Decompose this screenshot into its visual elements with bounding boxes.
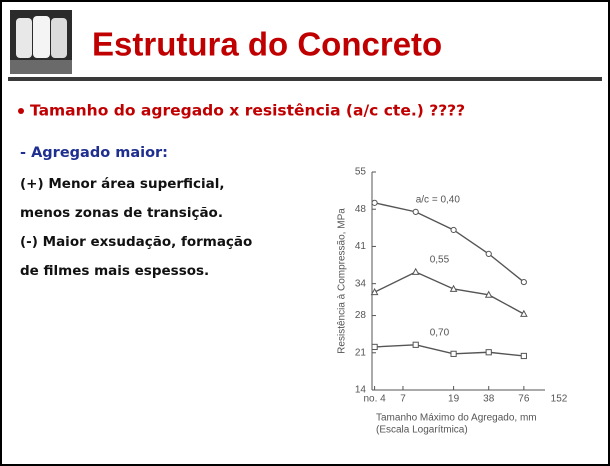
- data-point: [412, 341, 419, 348]
- series-label: 0,70: [430, 327, 450, 338]
- data-point: [450, 226, 457, 234]
- y-tick-label: 34: [355, 278, 367, 289]
- data-point: [485, 250, 492, 257]
- series-label: a/c = 0,40: [416, 195, 461, 206]
- y-tick-label: 21: [355, 347, 367, 358]
- y-tick-label: 28: [355, 310, 367, 321]
- body-line: (+) Menor área superficial,: [20, 176, 225, 192]
- x-tick-label: 76: [518, 394, 530, 405]
- header-icon: [10, 10, 72, 74]
- header-rule: [8, 77, 602, 81]
- bullet-dot: [18, 108, 24, 114]
- data-point: [520, 278, 527, 286]
- data-point: [371, 343, 378, 351]
- body-line: (-) Maior exsudação, formação: [20, 234, 252, 250]
- y-axis-label: Resistência à Compressão, MPa: [337, 208, 348, 354]
- bullet-text: Tamanho do agregado x resistência (a/c c…: [30, 102, 465, 120]
- y-tick-label: 41: [355, 241, 367, 252]
- data-point: [484, 290, 493, 298]
- series-label: 0,55: [430, 255, 450, 266]
- x-tick-label: 7: [400, 394, 406, 405]
- x-tick-label: 152: [551, 394, 568, 405]
- subheading: - Agregado maior:: [20, 145, 168, 161]
- y-tick-label: 14: [355, 385, 367, 396]
- body-line: menos zonas de transição.: [20, 205, 223, 221]
- slide-title: Estrutura do Concreto: [92, 26, 442, 63]
- data-point: [449, 284, 458, 292]
- data-point: [485, 349, 492, 356]
- y-tick-label: 55: [355, 167, 367, 178]
- data-point: [371, 199, 378, 206]
- data-point: [370, 287, 379, 296]
- x-tick-label: 19: [448, 394, 460, 405]
- x-axis-label: Tamanho Máximo do Agregado, mm: [376, 413, 537, 424]
- data-point: [411, 267, 420, 275]
- data-point: [412, 208, 419, 215]
- data-point: [450, 350, 457, 357]
- x-tick-label: 38: [483, 394, 495, 405]
- y-tick-label: 48: [355, 204, 367, 215]
- x-tick-label: no. 4: [363, 394, 386, 405]
- data-point: [520, 309, 528, 317]
- x-axis-note: (Escala Logarítmica): [376, 425, 468, 436]
- body-line: de filmes mais espessos.: [20, 263, 209, 279]
- chart: Resistência à Compressão, MPa Tamanho Má…: [337, 167, 568, 436]
- data-point: [520, 352, 527, 360]
